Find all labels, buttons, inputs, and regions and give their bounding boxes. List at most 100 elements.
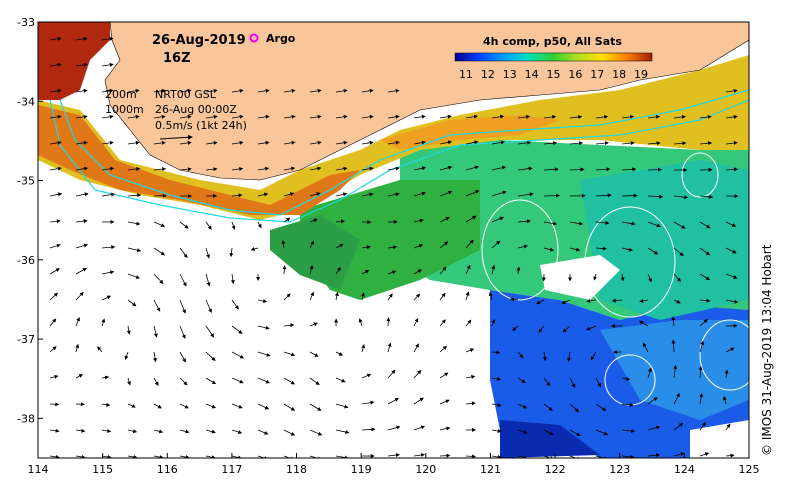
current-vector	[75, 140, 88, 145]
current-vector	[517, 114, 531, 119]
current-vector	[413, 140, 426, 145]
current-vector	[543, 221, 558, 226]
cloud-gap	[690, 420, 749, 458]
current-vector	[205, 114, 218, 119]
current-vector	[465, 319, 472, 327]
current-vector	[465, 454, 476, 458]
current-vector	[512, 325, 519, 331]
current-vector	[517, 192, 534, 197]
altimetry-label: NRT00 GSL	[155, 88, 217, 101]
current-vector	[101, 402, 111, 407]
current-vector	[205, 299, 212, 313]
current-vector	[611, 298, 623, 303]
current-vector	[309, 322, 318, 327]
current-vector	[283, 217, 291, 223]
y-tick-label: -37	[17, 333, 35, 346]
current-vector	[439, 292, 446, 301]
current-vector	[647, 194, 664, 199]
current-vector	[257, 325, 270, 330]
y-tick-label: -34	[17, 95, 35, 108]
current-vector	[465, 140, 479, 145]
current-vector	[231, 221, 236, 230]
current-vector	[75, 428, 86, 433]
current-vector	[593, 273, 598, 281]
current-vector	[127, 166, 141, 171]
current-vector	[595, 246, 607, 251]
current-vector	[621, 167, 637, 172]
current-vector	[205, 273, 211, 287]
current-vector	[586, 325, 597, 331]
eddy-contour	[481, 199, 559, 301]
current-vector	[413, 293, 421, 301]
current-vector	[361, 245, 371, 250]
current-vector	[231, 193, 243, 198]
current-vector	[153, 167, 167, 172]
current-vector	[491, 165, 507, 171]
current-vector	[621, 114, 635, 119]
current-vector	[335, 266, 341, 275]
current-vector	[153, 273, 164, 285]
isobath-1000m-line	[49, 99, 749, 223]
current-vector	[516, 266, 521, 275]
current-vector	[309, 218, 318, 223]
current-vector	[231, 166, 244, 171]
current-vector	[698, 365, 703, 379]
current-vector	[153, 247, 166, 256]
leeuwin-current	[38, 105, 360, 215]
current-vector	[491, 350, 501, 355]
current-vector	[413, 114, 426, 119]
current-vector	[517, 429, 528, 434]
current-vector	[673, 299, 681, 304]
current-vector	[101, 62, 114, 67]
current-vector	[647, 397, 658, 405]
current-vector	[101, 114, 114, 119]
current-vector	[517, 219, 532, 224]
current-vector	[647, 114, 661, 119]
current-vector	[49, 219, 61, 224]
current-vector	[231, 299, 239, 310]
current-vector	[387, 140, 400, 145]
current-vector	[75, 291, 84, 301]
current-vector	[49, 318, 57, 327]
current-vector	[673, 141, 687, 146]
current-vector	[491, 376, 502, 381]
colorbar-tick-label: 14	[525, 68, 539, 81]
current-vector	[413, 425, 426, 431]
current-vector	[491, 190, 507, 197]
current-vector	[569, 141, 584, 146]
argo-float-icon	[249, 33, 259, 43]
current-vector	[387, 453, 400, 458]
current-vector	[538, 325, 545, 333]
current-vector	[361, 192, 374, 197]
x-axis: 114 115 116 117 118 119 120 121 122 123 124 125	[28, 453, 760, 476]
current-vector	[724, 369, 729, 379]
current-vector	[517, 403, 528, 409]
current-vector	[567, 351, 572, 362]
current-vector	[699, 273, 711, 281]
x-tick-label: 120	[415, 463, 436, 476]
current-vector	[281, 239, 286, 249]
colorbar-tick-label: 18	[612, 68, 626, 81]
colorbar-tick-label: 19	[634, 68, 648, 81]
current-vector	[413, 369, 422, 379]
current-vector	[335, 140, 348, 145]
current-vector	[543, 429, 554, 436]
current-vector	[673, 273, 681, 283]
current-vector	[465, 190, 480, 197]
current-vector	[465, 401, 476, 406]
vector-scale-label: 0.5m/s (1kt 24h)	[155, 119, 247, 132]
current-vector	[101, 375, 110, 380]
current-vector	[386, 317, 391, 327]
current-vector	[491, 240, 501, 249]
current-vector	[536, 299, 545, 305]
current-vector	[491, 264, 496, 275]
current-vector	[153, 351, 158, 363]
current-vector	[699, 194, 714, 199]
current-vector	[722, 395, 727, 405]
x-tick-label: 118	[286, 463, 307, 476]
scale-arrow	[159, 134, 193, 140]
colorbar-tick-label: 15	[547, 68, 561, 81]
current-vector	[517, 351, 524, 359]
current-vector	[569, 114, 583, 119]
current-vector	[465, 374, 476, 379]
